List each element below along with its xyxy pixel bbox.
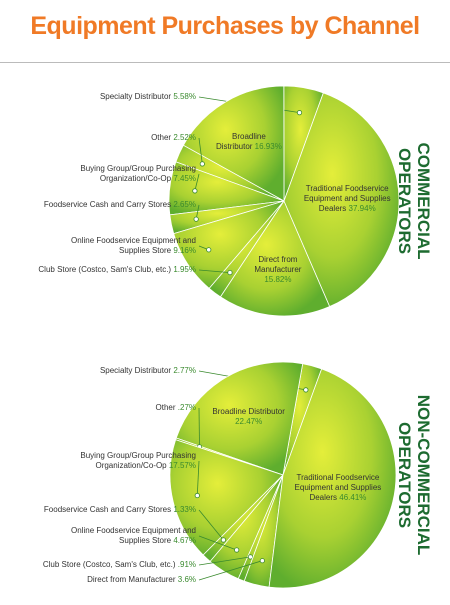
slice-label: Broadline Distributor 22.47% [204, 407, 294, 427]
category-label: Traditional Foodservice Equipment and Su… [294, 473, 382, 503]
slice-label: Specialty Distributor 5.58% [36, 92, 196, 102]
category-label: Other [151, 133, 172, 142]
category-label: Foodservice Cash and Carry Stores [43, 200, 172, 209]
slice-label: Traditional Foodservice Equipment and Su… [290, 184, 405, 214]
side-label: NON-COMMERCIAL [414, 395, 433, 556]
value-label: 5.58% [173, 92, 196, 101]
value-label: 2.52% [173, 133, 196, 142]
leader-line [198, 556, 251, 566]
category-label: Online Foodservice Equipment and Supplie… [71, 526, 196, 545]
value-label: 46.41% [339, 493, 367, 503]
value-label: 7.45% [173, 174, 196, 183]
value-label: 2.77% [173, 366, 196, 375]
pie-slice [268, 368, 397, 589]
category-label: Buying Group/Group Purchasing Organizati… [80, 164, 196, 183]
category-label: Club Store (Costco, Sam's Club, etc.) [42, 560, 176, 569]
slice-label: Broadline Distributor 16.93% [214, 132, 284, 152]
slice-label: Buying Group/Group Purchasing Organizati… [66, 451, 196, 471]
slice-label: Other 2.52% [36, 133, 196, 143]
divider [0, 62, 450, 63]
leader-line [198, 509, 224, 541]
side-label: OPERATORS [395, 148, 414, 254]
slice-label: Buying Group/Group Purchasing Organizati… [66, 164, 196, 184]
category-label: Specialty Distributor [99, 366, 172, 375]
leader-line [198, 269, 230, 273]
leader-dot [247, 554, 254, 560]
leader-dot [220, 537, 227, 543]
category-label: Specialty Distributor [99, 92, 172, 101]
slice-label: Foodservice Cash and Carry Stores 2.65% [26, 200, 196, 210]
leader-dot [296, 110, 303, 116]
value-label: 37.94% [348, 204, 376, 214]
category-label: Broadline Distributor [215, 131, 266, 151]
value-label: 1.33% [173, 505, 196, 514]
page-title: Equipment Purchases by Channel [30, 12, 420, 40]
value-label: .27% [177, 403, 196, 412]
leader-line [194, 173, 200, 191]
slice-label: Online Foodservice Equipment and Supplie… [56, 236, 196, 256]
leader-dot [193, 216, 199, 222]
category-label: Direct from Manufacturer [254, 254, 302, 274]
value-label: 1.95% [173, 265, 196, 274]
category-label: Club Store (Costco, Sam's Club, etc.) [38, 265, 172, 274]
leader-dot [259, 558, 265, 564]
leader-dot [194, 492, 200, 499]
slice-label: Traditional Foodservice Equipment and Su… [283, 473, 393, 503]
category-label: Other [155, 403, 176, 412]
value-label: 2.65% [173, 200, 196, 209]
side-label: OPERATORS [395, 422, 414, 528]
value-label: 16.93% [254, 141, 282, 151]
slice-label: Online Foodservice Equipment and Supplie… [56, 526, 196, 546]
leader-line [198, 560, 263, 581]
value-label: 22.47% [235, 416, 263, 426]
slice-label: Specialty Distributor 2.77% [36, 366, 196, 376]
category-label: Broadline Distributor [212, 406, 285, 416]
value-label: .91% [177, 560, 196, 569]
side-label: COMMERCIAL [414, 142, 433, 259]
leader-dot [234, 547, 240, 553]
value-label: 17.57% [168, 461, 196, 470]
leader-dot [206, 247, 212, 253]
slice-label: Other .27% [36, 403, 196, 413]
leader-dot [199, 161, 205, 167]
pie-slice [219, 200, 331, 317]
slice-label: Club Store (Costco, Sam's Club, etc.) .9… [26, 560, 196, 570]
category-label: Online Foodservice Equipment and Supplie… [71, 236, 196, 255]
slice-label: Foodservice Cash and Carry Stores 1.33% [26, 505, 196, 515]
slice-label: Club Store (Costco, Sam's Club, etc.) 1.… [26, 265, 196, 275]
pie-slice [182, 85, 285, 202]
value-label: 9.16% [173, 246, 196, 255]
pie-slice [175, 361, 304, 476]
pie-slice [283, 92, 400, 308]
leader-line [198, 137, 203, 164]
leader-dot [227, 269, 233, 276]
value-label: 3.6% [177, 575, 196, 584]
value-label: 15.82% [264, 274, 292, 284]
category-label: Traditional Foodservice Equipment and Su… [303, 184, 391, 214]
leader-dot [303, 387, 309, 393]
leader-dot [192, 188, 198, 194]
value-label: 4.67% [173, 536, 196, 545]
slice-label: Direct from Manufacturer 3.6% [26, 575, 196, 585]
category-label: Buying Group/Group Purchasing Organizati… [80, 451, 196, 470]
slice-label: Direct from Manufacturer 15.82% [243, 255, 313, 285]
category-label: Foodservice Cash and Carry Stores [43, 505, 172, 514]
category-label: Direct from Manufacturer [87, 575, 176, 584]
leader-line [196, 460, 200, 496]
leader-line [198, 535, 237, 551]
